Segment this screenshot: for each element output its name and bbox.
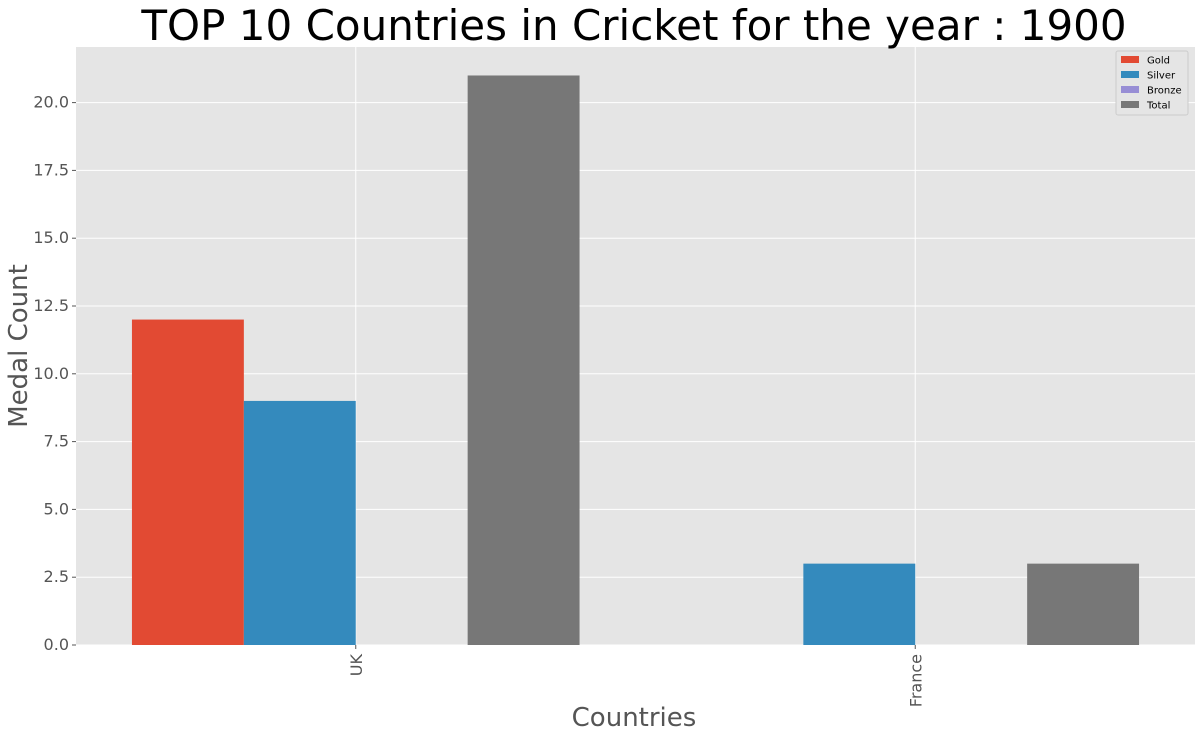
y-tick-label: 12.5 bbox=[33, 296, 69, 315]
bar-gold-uk bbox=[131, 319, 244, 645]
bar-silver-uk bbox=[243, 400, 356, 645]
x-tick-label: UK bbox=[347, 653, 366, 676]
bar-silver-france bbox=[803, 563, 916, 645]
y-tick-label: 5.0 bbox=[44, 499, 69, 518]
bar-total-france bbox=[1027, 563, 1140, 645]
legend-swatch-gold bbox=[1121, 56, 1139, 63]
legend-label-silver: Silver bbox=[1147, 71, 1176, 82]
legend-swatch-silver bbox=[1121, 71, 1139, 78]
legend-box bbox=[1115, 50, 1189, 116]
y-tick-label: 15.0 bbox=[33, 228, 69, 247]
legend-label-bronze: Bronze bbox=[1147, 86, 1182, 97]
bar-total-uk bbox=[467, 75, 580, 645]
legend-swatch-bronze bbox=[1121, 86, 1139, 93]
x-tick-label: France bbox=[906, 654, 925, 707]
y-axis-ticks: 0.0 2.5 5.0 7.5 10.0 12.5 15.0 17.5 20.0 bbox=[33, 93, 76, 654]
y-tick-label: 20.0 bbox=[33, 93, 69, 112]
y-tick-label: 7.5 bbox=[44, 432, 69, 451]
y-tick-label: 2.5 bbox=[44, 567, 69, 586]
y-tick-label: 0.0 bbox=[44, 635, 69, 654]
legend: Gold Silver Bronze Total bbox=[1115, 50, 1189, 116]
x-axis-label: Countries bbox=[572, 703, 697, 733]
bars bbox=[131, 75, 1140, 645]
chart-title: TOP 10 Countries in Cricket for the year… bbox=[140, 1, 1126, 50]
x-axis-ticks: UK France bbox=[347, 645, 925, 707]
legend-label-gold: Gold bbox=[1147, 56, 1170, 67]
legend-swatch-total bbox=[1121, 101, 1139, 108]
y-axis-label: Medal Count bbox=[4, 264, 34, 428]
y-tick-label: 17.5 bbox=[33, 160, 69, 179]
y-tick-label: 10.0 bbox=[33, 364, 69, 383]
legend-label-total: Total bbox=[1146, 101, 1170, 112]
